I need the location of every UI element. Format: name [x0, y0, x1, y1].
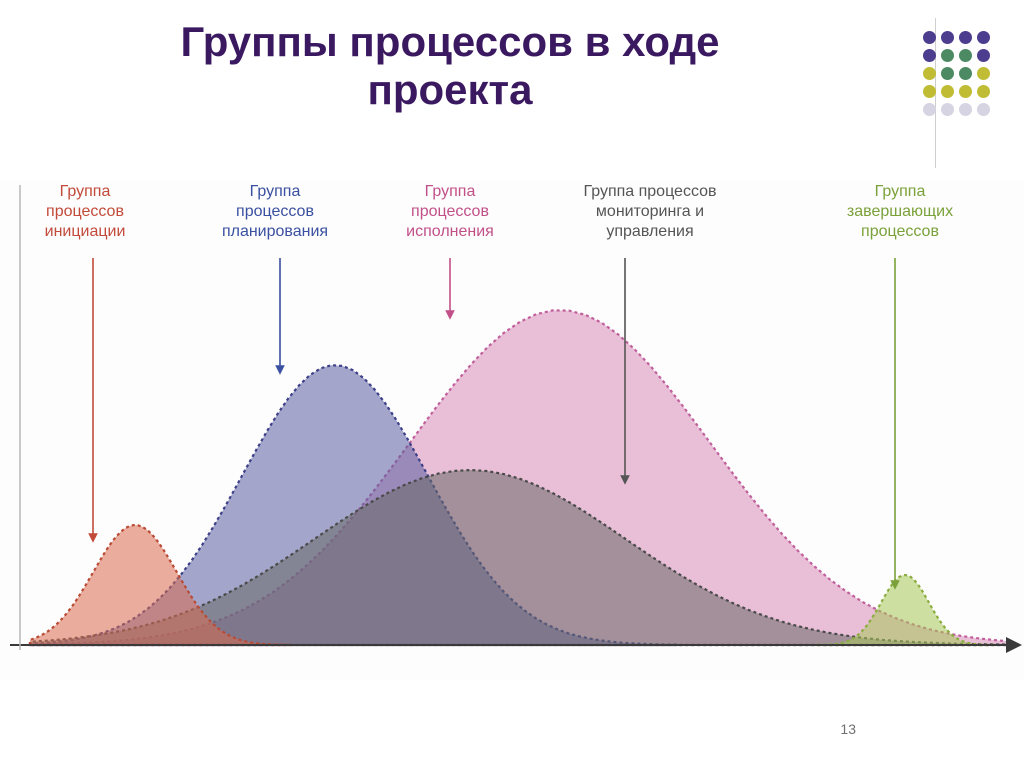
- curve-label-initiation: инициации: [45, 223, 126, 240]
- curve-label-initiation: процессов: [46, 203, 124, 220]
- slide: Группы процессов в ходе проекта Группа пр…: [0, 0, 1024, 767]
- curve-label-planning: Группа: [250, 183, 301, 200]
- curve-label-executing: Группа: [425, 183, 476, 200]
- curve-label-executing: исполнения: [406, 223, 494, 240]
- page-number: 13: [840, 721, 856, 737]
- curve-label-planning: планирования: [222, 223, 328, 240]
- curve-label-monitoring: мониторинга и: [596, 203, 704, 220]
- curve-label-closing: процессов: [861, 223, 939, 240]
- slide-title: Группы процессов в ходе проекта: [0, 18, 900, 114]
- curve-label-monitoring: Группа процессов: [583, 183, 716, 200]
- curve-label-monitoring: управления: [606, 223, 693, 240]
- curve-label-initiation: Группа: [60, 183, 111, 200]
- chart-svg: Группа процессов инициации Группа процессов п…: [0, 180, 1024, 680]
- dot-grid-icon: [922, 30, 994, 120]
- process-groups-chart: Группа процессов инициации Группа процессов п…: [0, 180, 1024, 680]
- curve-label-planning: процессов: [236, 203, 314, 220]
- curve-label-closing: завершающих: [847, 203, 953, 220]
- curve-label-executing: процессов: [411, 203, 489, 220]
- curve-label-closing: Группа: [875, 183, 926, 200]
